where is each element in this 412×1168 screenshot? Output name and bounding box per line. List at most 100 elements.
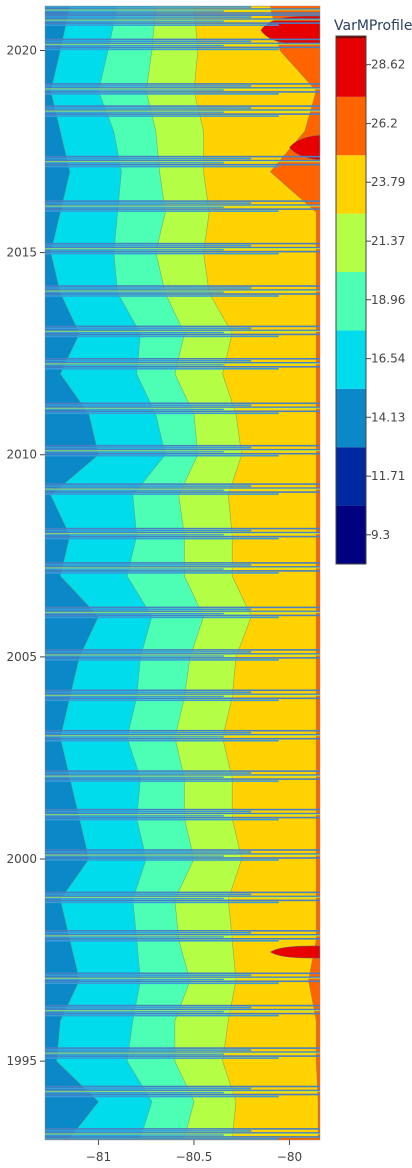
band-stripe bbox=[45, 608, 252, 611]
band-stripe bbox=[45, 491, 320, 493]
band-stripe bbox=[45, 653, 320, 655]
band-stripe bbox=[45, 529, 252, 532]
band-stripe bbox=[45, 770, 320, 772]
missing-data-band bbox=[45, 200, 320, 212]
band-stripe bbox=[45, 287, 252, 289]
band-stripe bbox=[45, 1052, 320, 1054]
band-stripe bbox=[45, 410, 320, 413]
band-stripe bbox=[45, 165, 279, 168]
band-stripe bbox=[45, 737, 320, 740]
band-stripe bbox=[45, 1087, 252, 1090]
band-stripe bbox=[45, 250, 320, 253]
y-tick-label: 2010 bbox=[6, 448, 37, 462]
missing-data-band bbox=[45, 1047, 320, 1059]
band-stripe bbox=[45, 290, 320, 292]
band-stripe bbox=[45, 814, 320, 816]
band-stripe bbox=[45, 14, 320, 16]
band-stripe bbox=[45, 159, 320, 162]
band-stripe bbox=[45, 331, 224, 334]
missing-data-band bbox=[45, 849, 320, 861]
band-stripe bbox=[45, 977, 320, 979]
band-stripe bbox=[45, 1047, 320, 1049]
band-stripe bbox=[45, 362, 320, 364]
band-stripe bbox=[45, 6, 252, 8]
band-stripe bbox=[45, 901, 279, 904]
band-stripe bbox=[45, 360, 252, 362]
band-stripe bbox=[45, 649, 320, 651]
band-stripe bbox=[45, 200, 320, 202]
missing-data-band bbox=[45, 606, 320, 619]
missing-data-band bbox=[45, 402, 320, 415]
band-stripe bbox=[45, 735, 320, 737]
band-stripe bbox=[45, 778, 320, 780]
x-tick-label: −81 bbox=[86, 1150, 111, 1164]
band-stripe bbox=[45, 697, 320, 700]
band-stripe bbox=[45, 407, 320, 409]
band-stripe bbox=[45, 408, 224, 411]
band-stripe bbox=[45, 930, 320, 932]
band-stripe bbox=[45, 1055, 320, 1057]
plot-frame bbox=[44, 5, 321, 1141]
x-tick-label: −80 bbox=[277, 1150, 302, 1164]
band-stripe bbox=[45, 110, 320, 112]
colorbar-title: VarMProfile bbox=[334, 18, 412, 34]
band-stripe bbox=[45, 107, 252, 109]
missing-data-band bbox=[45, 1004, 320, 1017]
band-stripe bbox=[45, 567, 320, 569]
colorbar-swatch bbox=[336, 96, 366, 156]
missing-data-band bbox=[45, 972, 320, 985]
band-stripe bbox=[45, 729, 320, 732]
band-stripe bbox=[45, 694, 320, 696]
colorbar-tick-label: 9.3 bbox=[371, 528, 390, 542]
band-stripe bbox=[45, 210, 279, 212]
band-stripe bbox=[45, 1014, 279, 1017]
band-stripe bbox=[45, 1095, 279, 1098]
band-stripe bbox=[45, 16, 252, 18]
band-stripe bbox=[45, 40, 252, 43]
band-stripe bbox=[45, 616, 279, 619]
colorbar-tick-label: 18.96 bbox=[371, 293, 405, 307]
band-stripe bbox=[45, 812, 320, 815]
band-stripe bbox=[45, 566, 320, 568]
missing-data-band bbox=[45, 891, 320, 904]
band-stripe bbox=[45, 893, 252, 896]
band-stripe bbox=[45, 733, 320, 736]
colorbar-swatch bbox=[336, 330, 366, 389]
band-stripe bbox=[45, 111, 224, 113]
band-stripe bbox=[45, 242, 320, 245]
band-stripe bbox=[45, 252, 279, 255]
band-stripe bbox=[45, 448, 320, 451]
y-tick-label: 2005 bbox=[6, 650, 37, 664]
band-stripe bbox=[45, 938, 320, 940]
band-stripe bbox=[45, 936, 224, 938]
band-stripe bbox=[45, 775, 320, 777]
band-stripe bbox=[45, 163, 320, 166]
band-stripe bbox=[45, 533, 320, 535]
missing-data-band bbox=[45, 483, 320, 495]
missing-data-band bbox=[45, 105, 320, 117]
colorbar-swatch bbox=[336, 388, 366, 448]
band-stripe bbox=[45, 406, 320, 409]
colorbar-swatch bbox=[336, 38, 366, 97]
band-stripe bbox=[45, 774, 320, 776]
band-stripe bbox=[45, 4, 320, 6]
band-stripe bbox=[45, 699, 279, 702]
band-stripe bbox=[45, 364, 224, 366]
band-stripe bbox=[45, 859, 279, 861]
band-stripe bbox=[45, 1053, 224, 1055]
band-stripe bbox=[45, 1090, 320, 1093]
missing-data-band bbox=[45, 689, 320, 702]
band-stripe bbox=[45, 204, 320, 206]
band-stripe bbox=[45, 1130, 252, 1132]
missing-data-band bbox=[45, 155, 320, 168]
band-stripe bbox=[45, 293, 320, 295]
band-stripe bbox=[45, 780, 279, 782]
band-stripe bbox=[45, 205, 320, 207]
band-stripe bbox=[45, 206, 224, 208]
band-stripe bbox=[45, 531, 320, 534]
band-stripe bbox=[45, 1138, 279, 1140]
band-stripe bbox=[45, 537, 279, 540]
band-stripe bbox=[45, 934, 320, 936]
band-stripe bbox=[45, 444, 320, 447]
hot-patch bbox=[289, 135, 320, 160]
